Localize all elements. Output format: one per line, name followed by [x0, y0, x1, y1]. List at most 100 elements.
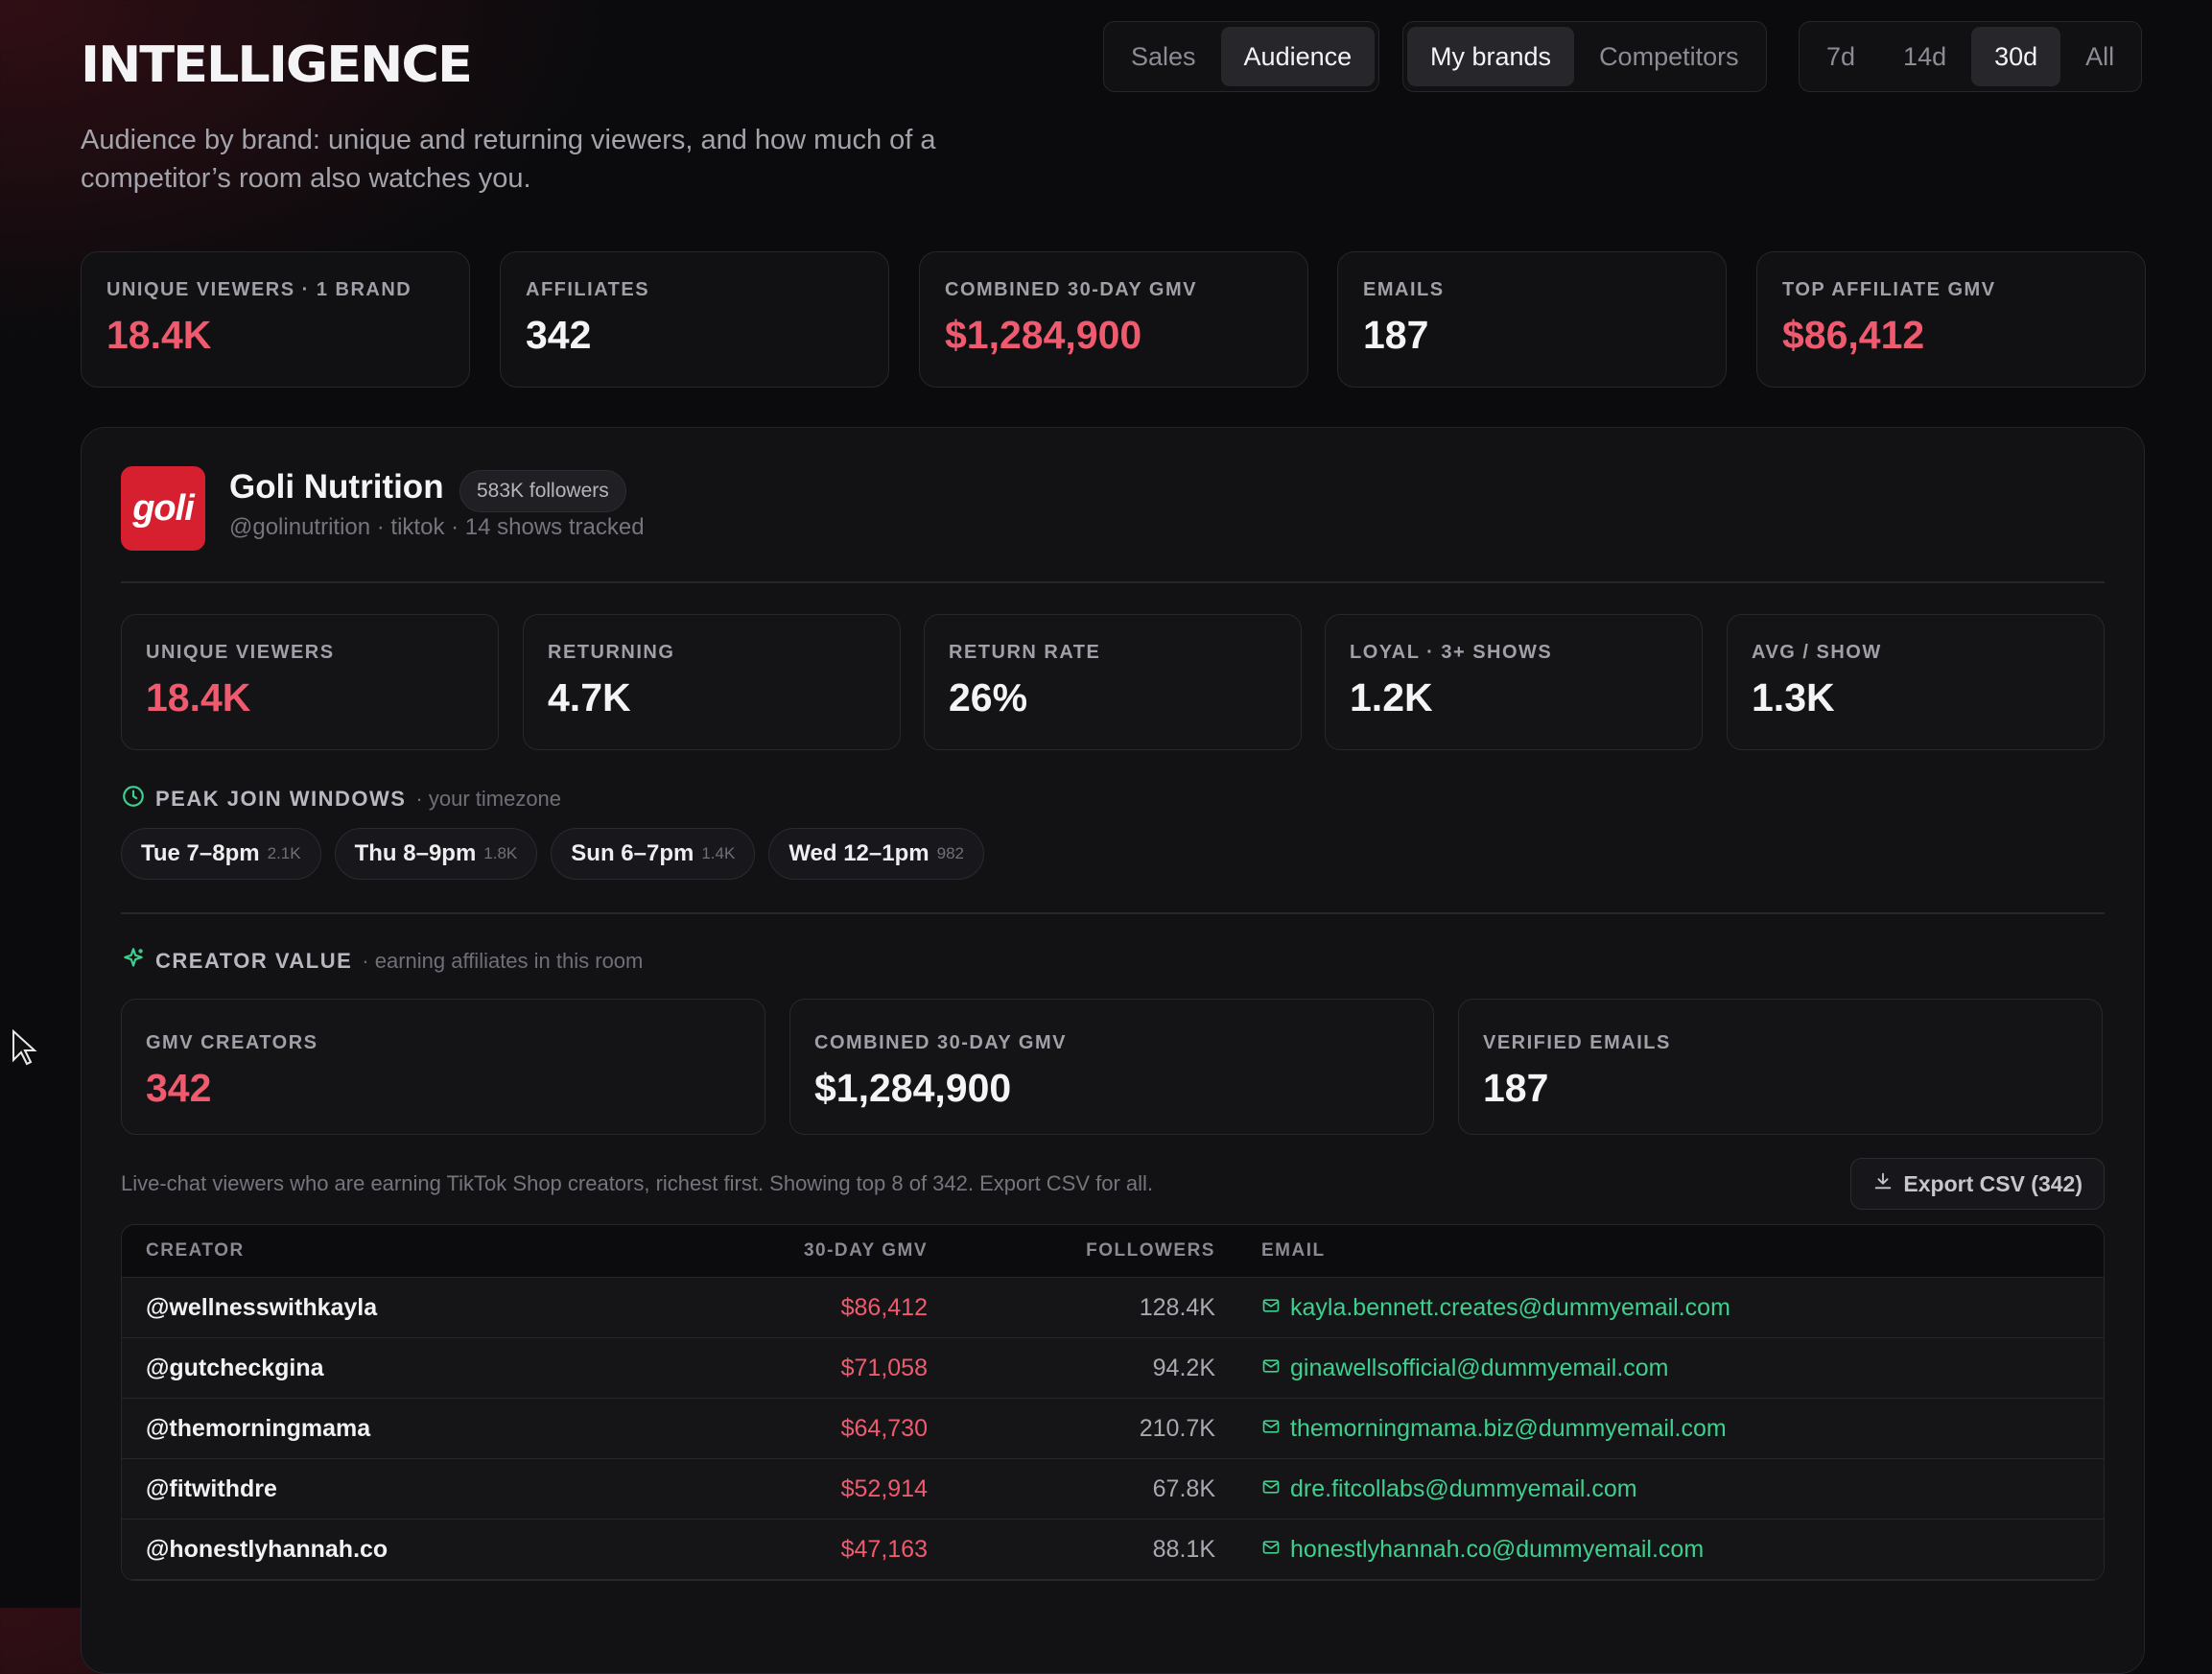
table-row[interactable]: @gutcheckgina $71,058 94.2K ginawellsoff…	[122, 1338, 2104, 1399]
stat-label: GMV CREATORS	[146, 1032, 318, 1053]
kpi-value: 342	[526, 313, 592, 357]
peak-window-chip[interactable]: Sun 6–7pm 1.4K	[551, 828, 756, 880]
range-toggle: 7d 14d 30d All	[1799, 21, 2143, 92]
kpi-combined-gmv: COMBINED 30-DAY GMV $1,284,900	[919, 251, 1308, 388]
creator-gmv: $52,914	[840, 1474, 928, 1502]
stat-avg-show: AVG / SHOW 1.3K	[1727, 614, 2105, 750]
tab-competitors[interactable]: Competitors	[1599, 41, 1739, 71]
chip-label: Tue 7–8pm	[141, 840, 260, 866]
tab-audience[interactable]: Audience	[1220, 27, 1376, 86]
chip-label: Sun 6–7pm	[571, 840, 694, 866]
mail-icon	[1261, 1475, 1281, 1503]
creator-handle: @wellnesswithkayla	[146, 1293, 378, 1321]
peak-window-chip[interactable]: Thu 8–9pm 1.8K	[334, 828, 538, 880]
stat-label: VERIFIED EMAILS	[1483, 1032, 1671, 1053]
kpi-top-affiliate-gmv: TOP AFFILIATE GMV $86,412	[1756, 251, 2146, 388]
mouse-cursor-icon	[12, 1028, 38, 1073]
creator-handle: @honestlyhannah.co	[146, 1535, 388, 1563]
creator-handle: @gutcheckgina	[146, 1354, 324, 1381]
creator-email[interactable]: kayla.bennett.creates@dummyemail.com	[1215, 1294, 1730, 1322]
kpi-value: $1,284,900	[945, 313, 1142, 357]
stat-value: 187	[1483, 1066, 1549, 1110]
creator-followers: 88.1K	[1152, 1535, 1215, 1563]
mail-icon	[1261, 1355, 1281, 1382]
kpi-label: EMAILS	[1363, 279, 1445, 300]
kpi-label: TOP AFFILIATE GMV	[1782, 279, 1996, 300]
tab-my-brands[interactable]: My brands	[1407, 27, 1575, 86]
chip-label: Wed 12–1pm	[788, 840, 930, 866]
stat-value: 342	[146, 1066, 212, 1110]
creator-email[interactable]: honestlyhannah.co@dummyemail.com	[1215, 1536, 1704, 1564]
creator-email[interactable]: ginawellsofficial@dummyemail.com	[1215, 1355, 1669, 1382]
stat-value: 4.7K	[548, 675, 631, 719]
creator-email[interactable]: themorningmama.biz@dummyemail.com	[1215, 1415, 1727, 1443]
table-row[interactable]: @wellnesswithkayla $86,412 128.4K kayla.…	[122, 1278, 2104, 1338]
creators-table: CREATOR 30-DAY GMV FOLLOWERS EMAIL @well…	[121, 1224, 2105, 1581]
brand-logo: goli	[121, 466, 205, 551]
table-row[interactable]: @fitwithdre $52,914 67.8K dre.fitcollabs…	[122, 1459, 2104, 1520]
email-text: ginawellsofficial@dummyemail.com	[1290, 1354, 1669, 1381]
creator-handle: @fitwithdre	[146, 1474, 277, 1502]
section-title: PEAK JOIN WINDOWS	[155, 787, 407, 811]
creator-email[interactable]: dre.fitcollabs@dummyemail.com	[1215, 1475, 1637, 1503]
range-30d[interactable]: 30d	[1971, 27, 2061, 86]
stat-returning: RETURNING 4.7K	[523, 614, 901, 750]
cv-combined-gmv: COMBINED 30-DAY GMV $1,284,900	[789, 999, 1434, 1135]
chip-count: 2.1K	[267, 844, 301, 862]
stat-label: COMBINED 30-DAY GMV	[814, 1032, 1067, 1053]
email-text: kayla.bennett.creates@dummyemail.com	[1290, 1293, 1730, 1321]
kpi-value: 187	[1363, 313, 1429, 357]
stat-value: 1.3K	[1752, 675, 1835, 719]
peak-window-chip[interactable]: Wed 12–1pm 982	[768, 828, 984, 880]
col-followers[interactable]: FOLLOWERS	[1086, 1240, 1215, 1261]
brand-name: Goli Nutrition	[229, 468, 444, 506]
creator-followers: 94.2K	[1152, 1354, 1215, 1381]
range-14d[interactable]: 14d	[1903, 41, 1947, 71]
tab-sales[interactable]: Sales	[1131, 41, 1196, 71]
col-creator[interactable]: CREATOR	[146, 1240, 245, 1261]
kpi-label: COMBINED 30-DAY GMV	[945, 279, 1197, 300]
creator-gmv: $86,412	[840, 1293, 928, 1321]
table-row[interactable]: @themorningmama $64,730 210.7K themornin…	[122, 1399, 2104, 1459]
mail-icon	[1261, 1294, 1281, 1322]
followers-badge: 583K followers	[459, 470, 626, 512]
creator-gmv: $64,730	[840, 1414, 928, 1442]
section-note: · earning affiliates in this room	[362, 949, 644, 973]
kpi-unique-viewers: UNIQUE VIEWERS · 1 BRAND 18.4K	[81, 251, 470, 388]
chip-count: 982	[936, 844, 964, 862]
stat-label: UNIQUE VIEWERS	[146, 642, 335, 663]
page-subtitle: Audience by brand: unique and returning …	[81, 125, 936, 194]
table-row[interactable]: @honestlyhannah.co $47,163 88.1K honestl…	[122, 1520, 2104, 1580]
creator-followers: 210.7K	[1139, 1414, 1215, 1442]
divider	[121, 581, 2105, 583]
range-7d[interactable]: 7d	[1826, 41, 1856, 71]
kpi-affiliates: AFFILIATES 342	[500, 251, 889, 388]
brand-panel: goli Goli Nutrition 583K followers @goli…	[81, 427, 2145, 1674]
email-text: honestlyhannah.co@dummyemail.com	[1290, 1535, 1705, 1563]
mail-icon	[1261, 1415, 1281, 1443]
creator-followers: 67.8K	[1152, 1474, 1215, 1502]
col-email[interactable]: EMAIL	[1261, 1240, 1326, 1261]
creator-value-header: CREATOR VALUE · earning affiliates in th…	[121, 946, 643, 977]
chip-count: 1.4K	[701, 844, 736, 862]
kpi-value: $86,412	[1782, 313, 1925, 357]
range-all[interactable]: All	[2085, 41, 2115, 71]
table-header: CREATOR 30-DAY GMV FOLLOWERS EMAIL	[122, 1225, 2104, 1278]
mail-icon	[1261, 1536, 1281, 1564]
stat-return-rate: RETURN RATE 26%	[924, 614, 1302, 750]
export-csv-button[interactable]: Export CSV (342)	[1850, 1158, 2105, 1210]
download-icon	[1872, 1170, 1894, 1197]
creator-handle: @themorningmama	[146, 1414, 371, 1442]
peak-window-chip[interactable]: Tue 7–8pm 2.1K	[121, 828, 321, 880]
section-title: CREATOR VALUE	[155, 949, 353, 973]
chip-label: Thu 8–9pm	[354, 840, 477, 866]
cv-gmv-creators: GMV CREATORS 342	[121, 999, 765, 1135]
scope-toggle: My brands Competitors	[1402, 21, 1767, 92]
stat-label: RETURNING	[548, 642, 675, 663]
table-caption: Live-chat viewers who are earning TikTok…	[121, 1171, 1154, 1195]
sparkle-icon	[121, 946, 146, 977]
col-gmv[interactable]: 30-DAY GMV	[803, 1240, 928, 1261]
stat-value: $1,284,900	[814, 1066, 1012, 1110]
creator-followers: 128.4K	[1139, 1293, 1215, 1321]
kpi-label: AFFILIATES	[526, 279, 650, 300]
